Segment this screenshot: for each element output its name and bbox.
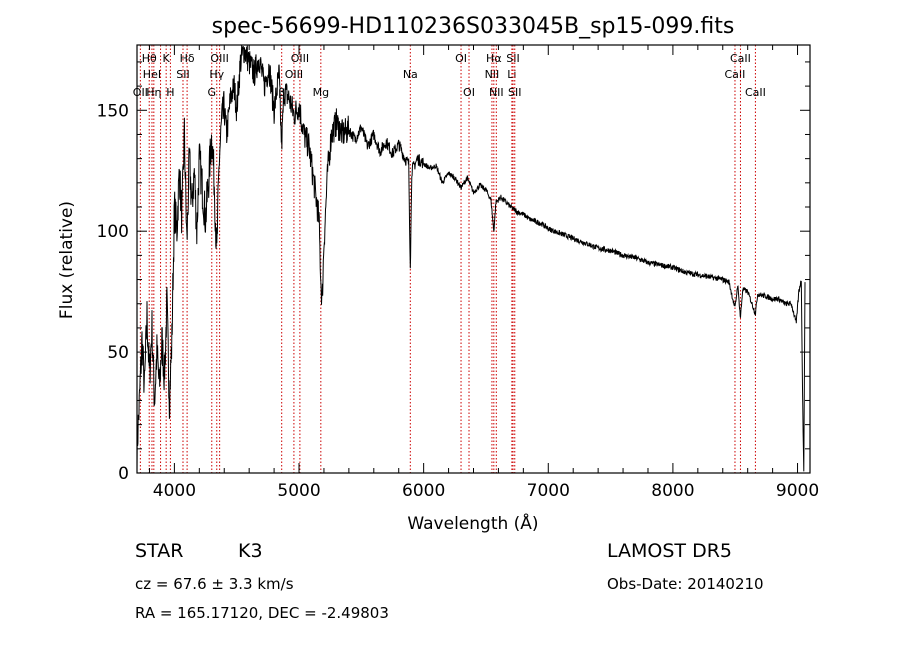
spectral-line-label: β xyxy=(278,86,285,99)
y-tick-label: 100 xyxy=(97,222,129,242)
y-tick-label: 50 xyxy=(107,343,129,363)
x-tick-label: 6000 xyxy=(402,481,445,501)
x-tick-label: 4000 xyxy=(153,481,196,501)
spectral-line-label: OIII xyxy=(291,52,309,65)
chart-title: spec-56699-HD110236S033045B_sp15-099.fit… xyxy=(212,14,735,39)
spectral-line-label: SII xyxy=(506,52,519,65)
spectrum-layer xyxy=(136,44,806,472)
spectral-line-label: NII xyxy=(485,68,500,81)
spectral-line-label: K xyxy=(163,52,171,65)
spectral-line-label: H xyxy=(166,86,174,99)
spectral-line-label: CaII xyxy=(725,68,746,81)
spectral-line-label: Hδ xyxy=(180,52,195,65)
spectral-line-label: Hθ xyxy=(142,52,157,65)
spectral-line-label: NII xyxy=(489,86,504,99)
spectral-line-label: OI xyxy=(463,86,475,99)
x-tick-label: 7000 xyxy=(527,481,570,501)
axes-layer: 4000 5000 6000 7000 8000 9000 0 50 100 150 xyxy=(97,45,819,501)
spectral-line-label: SII xyxy=(176,68,189,81)
spectral-line-label: OI xyxy=(455,52,467,65)
y-axis-label: Flux (relative) xyxy=(57,201,77,319)
spectral-line-label: Mg xyxy=(313,86,329,99)
spectral-line-label: Hγ xyxy=(209,68,224,81)
x-tick-label: 8000 xyxy=(651,481,694,501)
y-tick-label: 0 xyxy=(118,464,129,484)
observation-date: Obs-Date: 20140210 xyxy=(607,575,764,593)
spectral-line-label: OIII xyxy=(285,68,303,81)
y-tick-label: 150 xyxy=(97,101,129,121)
x-tick-label: 5000 xyxy=(277,481,320,501)
spectral-line-label: Hη xyxy=(146,86,161,99)
coordinates: RA = 165.17120, DEC = -2.49803 xyxy=(135,604,389,622)
spectral-line-label: CaII xyxy=(745,86,766,99)
x-tick-label: 9000 xyxy=(776,481,819,501)
plot-frame xyxy=(136,44,811,474)
redshift-velocity: cz = 67.6 ± 3.3 km/s xyxy=(135,575,294,593)
spectral-line-label: Li xyxy=(507,68,516,81)
spectral-line-label: OIII xyxy=(210,52,228,65)
object-class: STAR xyxy=(135,540,184,562)
survey-name: LAMOST DR5 xyxy=(607,540,732,562)
spectral-line-label: G xyxy=(208,86,217,99)
object-subclass: K3 xyxy=(238,540,263,562)
spectral-line-label: HeI xyxy=(143,68,161,81)
spectral-line-label: Na xyxy=(403,68,418,81)
spectral-line-label: Hα xyxy=(486,52,502,65)
spectrum-trace xyxy=(136,44,806,472)
spectral-line-label: SII xyxy=(508,86,521,99)
spectral-line-label: CaII xyxy=(730,52,751,65)
x-axis-label: Wavelength (Å) xyxy=(407,512,538,534)
spectral-line-markers: OIIHθHeIHηKHSIIHδGHγOIIIβOIIIOIIIMgNaOIO… xyxy=(133,45,766,473)
